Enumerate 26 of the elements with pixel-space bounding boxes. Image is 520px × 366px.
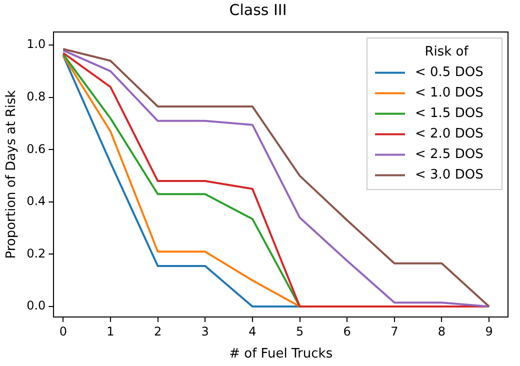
x-tick-label: 1 — [106, 324, 114, 338]
legend-label: < 1.5 DOS — [415, 106, 484, 122]
legend-title: Risk of — [424, 44, 469, 60]
y-tick-label: 0.8 — [26, 89, 46, 104]
y-tick-label: 0.2 — [26, 246, 46, 260]
x-tick-label: 3 — [201, 324, 209, 338]
chart-title: Class III — [229, 0, 287, 19]
y-tick-label: 1.0 — [26, 37, 46, 52]
x-tick-label: 7 — [390, 324, 398, 338]
legend-label: < 2.0 DOS — [415, 126, 484, 142]
x-tick-label: 8 — [438, 324, 446, 338]
x-tick-label: 5 — [296, 324, 304, 338]
x-tick-label: 0 — [59, 324, 67, 338]
x-tick-label: 9 — [485, 324, 493, 338]
legend-label: < 3.0 DOS — [415, 168, 484, 183]
legend-label: < 2.5 DOS — [415, 147, 484, 162]
x-tick-label: 4 — [248, 324, 256, 338]
y-tick-label: 0.4 — [26, 194, 46, 208]
y-axis-title: Proportion of Days at Risk — [4, 90, 20, 259]
y-tick-label: 0.6 — [26, 142, 46, 156]
legend-label: < 1.0 DOS — [415, 86, 484, 101]
x-axis-title: # of Fuel Trucks — [229, 346, 333, 362]
x-tick-label: 2 — [154, 324, 162, 338]
x-tick-label: 6 — [343, 324, 351, 338]
legend-label: < 0.5 DOS — [415, 65, 484, 80]
y-tick-label: 0.0 — [26, 298, 46, 313]
